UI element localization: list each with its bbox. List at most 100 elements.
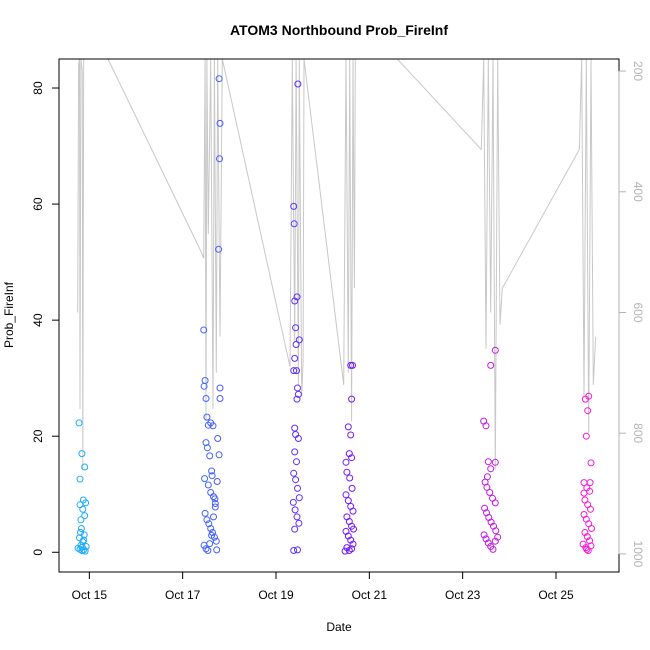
data-point — [349, 361, 356, 369]
data-point — [486, 489, 494, 496]
y2-tick-label: 200 — [631, 61, 645, 81]
data-point — [203, 516, 211, 524]
data-point — [492, 527, 500, 535]
data-point — [200, 382, 208, 390]
y2-tick-label: 600 — [631, 302, 645, 322]
data-point — [202, 545, 210, 553]
data-point — [209, 529, 216, 536]
data-point — [342, 458, 350, 466]
data-point — [480, 531, 488, 539]
data-point — [295, 519, 303, 527]
data-point — [487, 361, 495, 369]
data-point — [204, 421, 212, 429]
data-point — [587, 459, 595, 467]
data-point — [295, 494, 303, 502]
data-point — [292, 324, 300, 332]
raw-line-series — [77, 59, 597, 470]
y-axis-label: Prob_FireInf — [2, 281, 16, 348]
data-point — [344, 423, 352, 431]
data-point — [483, 473, 491, 481]
data-point — [75, 419, 83, 427]
y-axis: 0 20 40 60 80 — [31, 81, 60, 556]
data-point — [293, 367, 300, 375]
data-point — [207, 525, 215, 532]
x-tick-label: Oct 21 — [352, 588, 388, 602]
data-point — [77, 529, 84, 536]
data-point — [487, 465, 495, 473]
data-point — [76, 475, 84, 483]
data-point — [481, 504, 489, 512]
x-axis-label: Date — [326, 620, 352, 634]
data-point — [77, 525, 85, 532]
data-point — [348, 454, 356, 462]
data-point — [584, 407, 592, 415]
line-series — [77, 59, 597, 470]
data-point — [205, 520, 213, 528]
y2-tick-label: 400 — [631, 182, 645, 202]
data-point — [484, 458, 492, 466]
data-point — [201, 509, 209, 517]
data-point — [202, 395, 210, 402]
data-point — [200, 326, 208, 334]
data-point — [293, 395, 301, 403]
y-tick-label: 60 — [31, 197, 45, 211]
data-point — [80, 531, 88, 539]
data-point — [291, 297, 299, 305]
chart-title: ATOM3 Northbound Prob_FireInf — [230, 22, 448, 38]
data-point — [290, 202, 298, 210]
data-point — [215, 75, 223, 83]
data-point — [587, 505, 594, 513]
data-point — [349, 507, 357, 515]
data-point — [210, 513, 217, 521]
data-point — [78, 450, 86, 458]
data-point — [348, 545, 356, 553]
data-point — [588, 525, 595, 532]
data-point — [81, 512, 89, 520]
data-point — [208, 467, 216, 475]
data-point — [290, 367, 298, 375]
data-point — [294, 384, 301, 392]
data-point — [343, 468, 351, 476]
data-point — [294, 484, 301, 492]
data-point — [82, 543, 90, 550]
y-tick-label: 0 — [31, 549, 45, 556]
data-point — [294, 80, 302, 88]
data-point — [206, 452, 214, 460]
data-point — [216, 384, 224, 392]
chart-title-group: ATOM3 Northbound Prob_FireInf — [230, 22, 448, 38]
data-point — [295, 336, 303, 344]
data-point — [583, 545, 591, 553]
x-axis: Oct 15 Oct 17 Oct 19 Oct 21 Oct 23 Oct 25 — [72, 571, 574, 602]
data-point — [289, 498, 297, 506]
data-point — [291, 354, 299, 362]
y2-tick-label: 800 — [631, 423, 645, 443]
data-point — [342, 491, 350, 499]
data-point — [291, 506, 299, 514]
data-point — [350, 525, 357, 533]
y-tick-label: 80 — [31, 81, 45, 95]
data-point — [483, 483, 491, 491]
data-point — [291, 424, 299, 432]
data-point — [213, 546, 221, 554]
data-point — [491, 499, 499, 507]
data-point — [216, 155, 223, 163]
data-point — [201, 475, 209, 483]
data-point — [206, 540, 214, 548]
x-tick-label: Oct 23 — [445, 588, 481, 602]
data-point — [79, 505, 87, 513]
data-point — [482, 422, 490, 430]
data-point — [81, 547, 89, 555]
right-axis: 200 400 600 800 1000 — [618, 61, 645, 568]
data-point — [204, 481, 212, 489]
data-point — [211, 495, 219, 503]
data-point — [216, 119, 224, 127]
data-point — [585, 392, 593, 400]
data-point — [216, 395, 224, 402]
data-point — [208, 472, 216, 480]
data-point — [347, 431, 355, 439]
data-point — [293, 458, 300, 466]
data-point — [80, 536, 88, 544]
data-point — [293, 293, 301, 301]
data-point — [344, 497, 352, 505]
data-point — [203, 413, 211, 421]
